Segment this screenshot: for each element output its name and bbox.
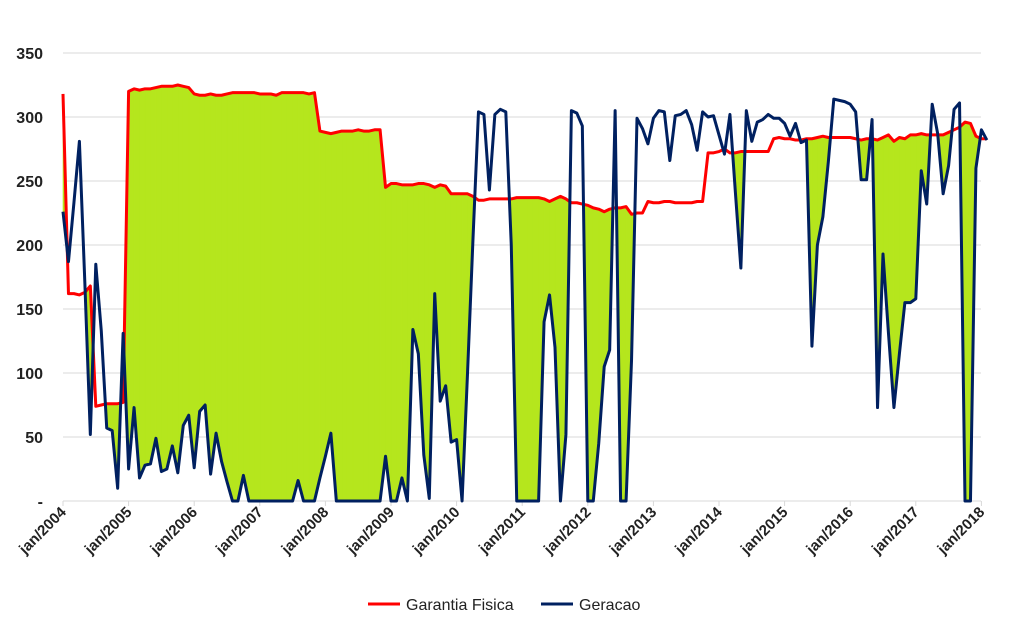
fill-segment <box>221 93 228 482</box>
y-tick-label: - <box>38 494 43 511</box>
series-line-garantia-fisica <box>61 83 987 408</box>
fill-segment <box>904 134 911 303</box>
fill-segment <box>286 92 293 502</box>
fill-segment <box>297 92 304 502</box>
fill-segment <box>385 182 392 502</box>
fill-segment <box>155 85 162 472</box>
x-tick-label: jan/2005 <box>81 504 136 559</box>
x-tick-label: jan/2018 <box>934 504 989 559</box>
x-tick-label: jan/2016 <box>802 504 857 559</box>
fill-segment <box>325 131 332 457</box>
fill-segment <box>199 94 206 413</box>
fill-segment <box>341 130 348 502</box>
fill-segment <box>319 130 326 479</box>
fill-segment <box>401 184 408 502</box>
y-tick-label: 50 <box>25 430 43 447</box>
x-axis-tick-labels: jan/2004 jan/2005 jan/2006 jan/2007 jan/2008… <box>15 503 988 558</box>
fill-segment <box>166 85 173 470</box>
fill-segment <box>292 92 299 502</box>
fill-segment <box>336 130 343 502</box>
x-tick-label: jan/2004 <box>15 503 70 558</box>
y-axis-tick-labels: - 50 100 150 200 250 300 350 <box>16 46 43 511</box>
fill-segment <box>188 86 195 468</box>
fill-segment <box>964 121 971 502</box>
x-tick-label: jan/2006 <box>146 504 201 559</box>
y-tick-label: 350 <box>16 46 43 63</box>
x-tick-label: jan/2015 <box>737 504 792 559</box>
legend-label-geracao: Geracao <box>579 597 640 614</box>
fill-segment <box>346 130 354 502</box>
fill-segment <box>144 88 151 466</box>
fill-segment <box>374 129 381 502</box>
fill-segment <box>248 92 255 502</box>
fill-segment <box>368 129 375 502</box>
fill-segment <box>910 134 917 304</box>
fill-segment <box>450 193 457 443</box>
fill-segment <box>139 88 146 479</box>
y-tick-label: 100 <box>16 366 43 383</box>
fill-segment <box>527 197 534 502</box>
y-tick-label: 250 <box>16 174 43 191</box>
series-line-geracao <box>61 97 989 503</box>
fill-segment <box>210 93 217 475</box>
x-tick-label: jan/2017 <box>868 504 923 559</box>
fill-segment <box>226 92 233 502</box>
legend-label-garantia-fisica: Garantia Fisica <box>406 597 514 614</box>
fill-segment <box>161 85 168 473</box>
fill-segment <box>243 92 250 502</box>
fill-segment <box>352 129 359 502</box>
fill-segment <box>396 183 403 502</box>
fill-segment <box>516 197 523 502</box>
fill-segment <box>237 92 244 502</box>
fill-segment <box>259 93 266 502</box>
y-tick-label: 200 <box>16 238 43 255</box>
fill-segment <box>308 92 315 502</box>
fill-segment <box>182 85 190 426</box>
x-tick-label: jan/2008 <box>278 504 333 559</box>
fill-segment <box>439 184 446 402</box>
fill-segment <box>215 94 222 462</box>
fill-segment <box>314 92 321 502</box>
fill-segment <box>303 92 310 502</box>
fill-segment <box>172 84 179 473</box>
fill-segment <box>150 87 157 464</box>
fill-segment <box>390 183 397 502</box>
x-tick-label: jan/2007 <box>212 504 267 559</box>
fill-segment <box>275 92 282 502</box>
y-tick-label: 150 <box>16 302 43 319</box>
shaded-gap-area <box>62 84 988 502</box>
fill-segment <box>363 130 370 502</box>
x-tick-label: jan/2014 <box>671 503 726 558</box>
series-lines <box>61 83 989 503</box>
x-tick-label: jan/2011 <box>475 504 529 558</box>
fill-segment <box>521 197 528 502</box>
fill-segment <box>532 197 539 502</box>
fill-segment <box>281 92 288 502</box>
x-tick-label: jan/2010 <box>409 504 464 559</box>
legend: Garantia Fisica Geracao <box>368 597 640 614</box>
fill-segment <box>254 92 261 502</box>
fill-segment <box>357 129 364 502</box>
fill-segment <box>270 93 277 502</box>
x-tick-label: jan/2013 <box>606 504 661 559</box>
fill-segment <box>232 92 239 502</box>
x-tick-label: jan/2009 <box>343 504 398 559</box>
fill-segment <box>177 84 184 473</box>
fill-segment <box>264 93 272 502</box>
x-tick-label: jan/2012 <box>540 504 595 559</box>
y-tick-label: 300 <box>16 110 43 127</box>
